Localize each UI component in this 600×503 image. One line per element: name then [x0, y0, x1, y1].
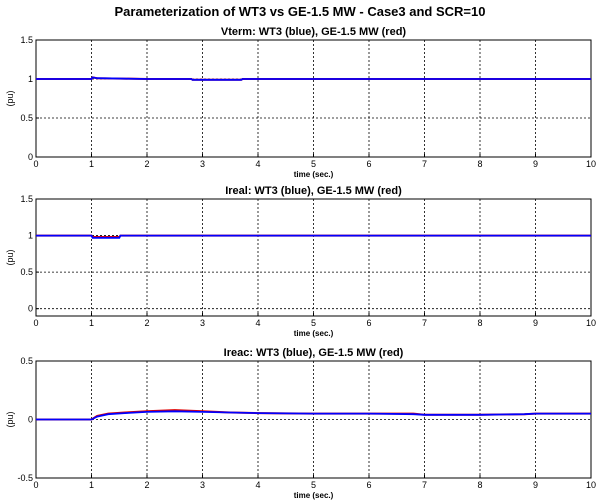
x-tick-label: 3 [200, 318, 205, 328]
y-tick-label: -0.5 [17, 473, 33, 483]
x-tick-label: 7 [422, 318, 427, 328]
x-tick-label: 9 [533, 159, 538, 169]
series-line-2 [36, 76, 591, 81]
x-tick-label: 5 [311, 480, 316, 490]
y-tick-label: 0.5 [20, 356, 33, 366]
x-tick-label: 10 [586, 318, 596, 328]
y-tick-label: 0 [28, 152, 33, 162]
subplot-2: 0 1 2 3 4 5 6 7 8 9 10 0 0.5 1 1.5 Ireal: WT3 (blue), G… [5, 185, 596, 338]
x-tick-label: 1 [89, 159, 94, 169]
figure-title: Parameterization of WT3 vs GE-1.5 MW - C… [115, 4, 486, 19]
x-tick-label: 1 [89, 480, 94, 490]
x-tick-label: 8 [477, 159, 482, 169]
x-tick-label: 0 [33, 480, 38, 490]
y-tick-label: 0 [28, 415, 33, 425]
y-tick-label: 0.5 [20, 113, 33, 123]
x-axis-label: time (sec.) [294, 170, 334, 179]
x-tick-label: 9 [533, 318, 538, 328]
x-tick-label: 5 [311, 318, 316, 328]
x-axis-label: time (sec.) [294, 329, 334, 338]
subplot-title: Vterm: WT3 (blue), GE-1.5 MW (red) [221, 26, 407, 38]
y-tick-label: 1.5 [20, 194, 33, 204]
x-tick-label: 6 [366, 480, 371, 490]
y-tick-label: 0 [28, 304, 33, 314]
y-tick-label: 1 [28, 74, 33, 84]
x-tick-label: 5 [311, 159, 316, 169]
y-tick-label: 0.5 [20, 267, 33, 277]
x-tick-label: 0 [33, 159, 38, 169]
x-tick-label: 10 [586, 159, 596, 169]
x-tick-label: 8 [477, 318, 482, 328]
y-tick-label: 1 [28, 231, 33, 241]
y-tick-label: 1.5 [20, 35, 33, 45]
x-tick-label: 9 [533, 480, 538, 490]
y-axis-label: (pu) [5, 411, 15, 427]
x-tick-label: 10 [586, 480, 596, 490]
x-tick-label: 0 [33, 318, 38, 328]
x-tick-label: 6 [366, 159, 371, 169]
y-axis-label: (pu) [5, 90, 15, 106]
subplot-title: Ireac: WT3 (blue), GE-1.5 MW (red) [224, 347, 404, 359]
series-line-2 [36, 234, 591, 239]
x-tick-label: 4 [255, 480, 260, 490]
x-tick-label: 3 [200, 480, 205, 490]
x-tick-label: 6 [366, 318, 371, 328]
x-tick-label: 2 [144, 159, 149, 169]
x-tick-label: 4 [255, 159, 260, 169]
x-tick-label: 2 [144, 480, 149, 490]
x-tick-label: 8 [477, 480, 482, 490]
series-line-2 [36, 410, 591, 421]
x-tick-label: 2 [144, 318, 149, 328]
x-tick-label: 7 [422, 159, 427, 169]
subplot-title: Ireal: WT3 (blue), GE-1.5 MW (red) [225, 185, 402, 197]
subplot-1: 0 1 2 3 4 5 6 7 8 9 10 0 0.5 1 1.5 Vterm: WT3 (blue), G… [5, 26, 596, 179]
x-tick-label: 3 [200, 159, 205, 169]
x-tick-label: 7 [422, 480, 427, 490]
y-axis-label: (pu) [5, 249, 15, 265]
x-tick-label: 4 [255, 318, 260, 328]
x-axis-label: time (sec.) [294, 491, 334, 500]
x-tick-label: 1 [89, 318, 94, 328]
